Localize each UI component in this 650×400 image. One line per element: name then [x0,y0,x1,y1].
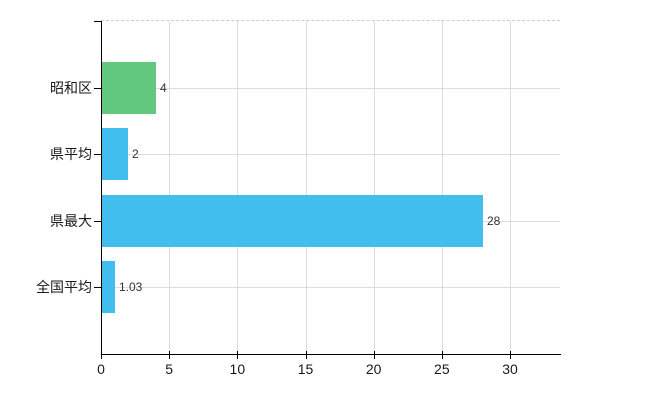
bar-全国平均 [102,261,115,313]
x-axis-tick [441,351,443,359]
x-axis-tick [510,351,511,359]
y-axis-line [101,21,102,355]
x-axis-line [101,354,561,355]
vertical-gridline [373,21,375,354]
x-axis-tick [101,351,102,359]
bar-value-label: 28 [487,214,501,228]
vertical-gridline [305,21,307,354]
x-axis-tick [237,351,239,359]
bar-昭和区 [102,62,156,114]
x-tick-label: 5 [165,361,174,377]
vertical-gridline [169,21,171,354]
vertical-gridline [510,21,511,354]
category-label: 県最大 [50,213,92,229]
category-label: 県平均 [50,146,92,162]
horizontal-gridline [102,88,560,89]
category-label: 昭和区 [50,80,92,96]
x-tick-label: 25 [434,361,450,377]
x-axis-tick [373,351,375,359]
x-tick-label: 15 [297,361,314,377]
y-axis-tick [94,88,101,89]
x-axis-tick [305,351,307,359]
y-axis-tick [94,154,101,155]
plot-top-border [101,20,560,21]
x-tick-label: 10 [229,361,246,377]
y-axis-tick [94,221,101,222]
vertical-gridline [237,21,239,354]
bar-value-label: 1.03 [119,280,143,294]
bar-県最大 [102,195,483,247]
horizontal-gridline [102,154,560,155]
bar-value-label: 4 [160,81,167,95]
y-axis-tick [94,287,101,288]
category-label: 全国平均 [36,279,92,295]
bar-県平均 [102,128,128,180]
x-tick-label: 30 [502,361,518,377]
bar-value-label: 2 [132,147,139,161]
horizontal-gridline [102,287,560,288]
vertical-gridline [441,21,443,354]
x-axis-tick [169,351,171,359]
x-tick-label: 0 [97,361,105,377]
x-tick-label: 20 [365,361,382,377]
y-axis-end-tick [94,21,101,22]
